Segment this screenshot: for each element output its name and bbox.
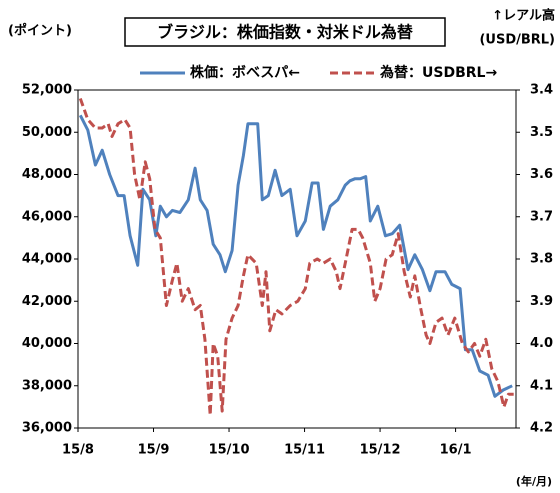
y-tick-label: 50,000 xyxy=(22,125,72,140)
y2-axis-unit: (USD/BRL) xyxy=(479,33,555,48)
y2-tick-label: 3.8 xyxy=(530,252,553,267)
y2-tick-label: 4.2 xyxy=(530,421,553,436)
y2-tick-label: 3.7 xyxy=(530,209,553,224)
y2-tick-label: 3.5 xyxy=(530,125,553,140)
y2-tick-label: 3.9 xyxy=(530,294,553,309)
x-tick-label: 15/10 xyxy=(209,443,250,458)
x-tick-label: 15/9 xyxy=(138,443,170,458)
x-tick-label: 16/1 xyxy=(440,443,472,458)
y-tick-label: 52,000 xyxy=(22,83,72,98)
y2-tick-label: 4.0 xyxy=(530,336,553,351)
y-tick-label: 38,000 xyxy=(22,378,72,393)
x-tick-label: 15/12 xyxy=(360,443,401,458)
legend-label: 株価：ボベスパ← xyxy=(190,64,300,81)
y2-tick-label: 3.6 xyxy=(530,167,553,182)
y-tick-label: 48,000 xyxy=(22,167,72,182)
x-axis-label: (年/月) xyxy=(516,474,552,488)
y-tick-label: 42,000 xyxy=(22,294,72,309)
y2-tick-label: 3.4 xyxy=(530,83,553,98)
y2-tick-label: 4.1 xyxy=(530,378,553,393)
legend-label: 為替：USDBRL→ xyxy=(379,64,497,81)
y2-axis-label: ↑レアル高 xyxy=(492,8,555,24)
chart-title: ブラジル：株価指数・対米ドル為替 xyxy=(157,23,413,42)
y-tick-label: 46,000 xyxy=(22,209,72,224)
y-axis-label: (ポイント) xyxy=(8,23,72,39)
x-tick-label: 15/8 xyxy=(62,443,94,458)
x-tick-label: 15/11 xyxy=(284,443,325,458)
title-box xyxy=(124,17,446,47)
y-tick-label: 44,000 xyxy=(22,252,72,267)
series-line xyxy=(78,97,514,417)
y-tick-label: 40,000 xyxy=(22,336,72,351)
y-tick-label: 36,000 xyxy=(22,421,72,436)
